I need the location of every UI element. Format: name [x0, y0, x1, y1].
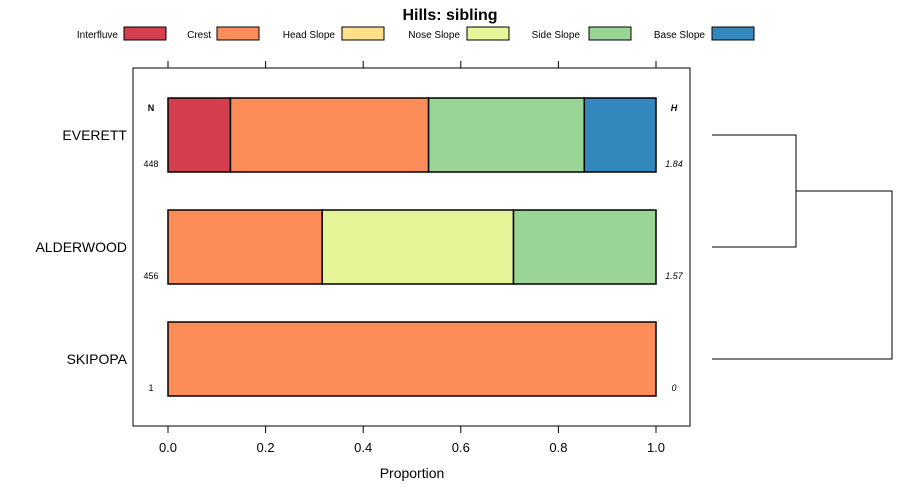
- dendrogram-branch-2: [712, 190, 893, 360]
- legend-swatch-crest: [216, 26, 260, 41]
- category-label-skipopa: SKIPOPA: [67, 351, 128, 367]
- legend-swatch-interfluve: [123, 26, 167, 41]
- bar-alderwood-side-slope: [512, 209, 657, 285]
- category-labels: EVERETT ALDERWOOD SKIPOPA: [35, 127, 127, 367]
- category-label-alderwood: ALDERWOOD: [35, 239, 127, 255]
- legend-swatch-side-slope: [588, 26, 632, 41]
- legend-label-head-slope: Head Slope: [283, 30, 336, 41]
- bar-everett-crest: [229, 97, 430, 173]
- h-header: H: [671, 103, 678, 113]
- dendrogram: [712, 134, 893, 360]
- category-label-everett: EVERETT: [62, 127, 127, 143]
- legend-swatch-nose-slope: [466, 26, 510, 41]
- h-value-alderwood: 1.57: [665, 271, 684, 281]
- chart-title: Hills: sibling: [402, 7, 497, 24]
- annotations: N H 448 1.84 456 1.57 1 0: [143, 103, 683, 393]
- legend-swatch-head-slope: [341, 26, 385, 41]
- bar-everett-interfluve: [167, 97, 232, 173]
- legend-label-crest: Crest: [187, 30, 211, 41]
- legend-label-side-slope: Side Slope: [532, 30, 581, 41]
- legend-label-base-slope: Base Slope: [654, 30, 706, 41]
- legend-label-interfluve: Interfluve: [77, 30, 119, 41]
- legend-swatch-base-slope: [711, 26, 755, 41]
- x-tick-label-5: 1.0: [647, 440, 665, 455]
- x-tick-label-4: 0.8: [549, 440, 567, 455]
- bar-group: [167, 97, 657, 397]
- h-value-skipopa: 0: [671, 383, 676, 393]
- x-tick-label-1: 0.2: [257, 440, 275, 455]
- n-value-everett: 448: [143, 159, 158, 169]
- bar-alderwood-crest: [167, 209, 323, 285]
- x-axis: 0.0 0.2 0.4 0.6 0.8 1.0: [159, 61, 665, 455]
- bar-everett-side-slope: [427, 97, 586, 173]
- x-tick-label-3: 0.6: [452, 440, 470, 455]
- n-value-alderwood: 456: [143, 271, 158, 281]
- x-tick-label-2: 0.4: [354, 440, 372, 455]
- bar-everett-base-slope: [583, 97, 657, 173]
- n-header: N: [148, 103, 155, 113]
- dendrogram-branch-1: [712, 134, 797, 248]
- legend: Interfluve Crest Head Slope Nose Slope Side …: [77, 26, 755, 41]
- plot-frame: [132, 67, 691, 427]
- n-value-skipopa: 1: [148, 383, 153, 393]
- bar-alderwood-nose-slope: [321, 209, 515, 285]
- bar-skipopa-crest: [167, 321, 657, 397]
- legend-label-nose-slope: Nose Slope: [408, 30, 460, 41]
- x-tick-label-0: 0.0: [159, 440, 177, 455]
- h-value-everett: 1.84: [665, 159, 683, 169]
- x-axis-label: Proportion: [380, 465, 445, 481]
